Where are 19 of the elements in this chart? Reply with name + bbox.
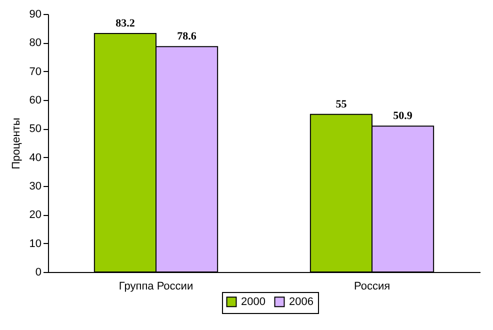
data-label: 55 (336, 98, 348, 110)
y-tick-label: 70 (29, 66, 42, 78)
y-tick-label: 10 (29, 238, 42, 250)
y-tick-label: 20 (29, 209, 42, 222)
y-tick-label: 30 (29, 180, 42, 192)
y-axis-title: Проценты (10, 118, 22, 170)
y-tick-label: 40 (29, 152, 42, 164)
y-tick-label: 90 (29, 8, 42, 20)
y-tick-label: 0 (35, 266, 42, 278)
legend-label: 2000 (241, 296, 266, 308)
x-tick-label: Группа России (118, 280, 194, 292)
legend-label: 2006 (289, 296, 314, 308)
data-label: 50.9 (393, 110, 413, 122)
data-label: 78.6 (177, 30, 197, 43)
y-tick-label: 80 (29, 37, 42, 50)
y-tick-label: 50 (29, 123, 42, 136)
data-label: 83.2 (116, 17, 136, 30)
x-tick-label: Россия (354, 280, 390, 292)
y-tick-label: 60 (29, 94, 42, 106)
